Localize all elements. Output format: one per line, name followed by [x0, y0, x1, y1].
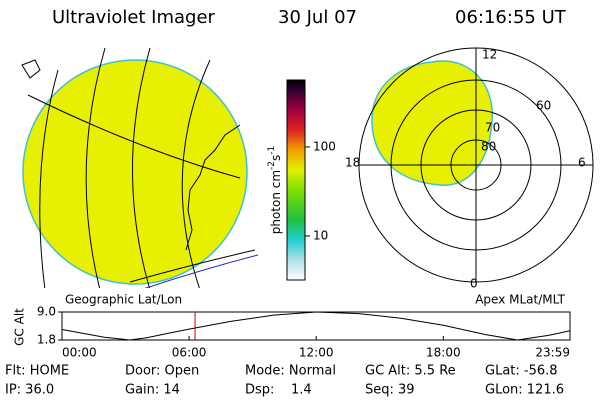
x-tick-label: 06:00	[172, 346, 207, 360]
time: 06:16:55 UT	[455, 7, 567, 28]
status-field: Mode: Normal	[245, 364, 336, 379]
status-field: GLat: -56.8	[485, 364, 558, 379]
left-title: Geographic Lat/Lon	[65, 293, 182, 307]
colorbar	[286, 79, 306, 281]
y-tick-label: 9.0	[37, 305, 56, 319]
mlat-label: 70	[485, 121, 500, 135]
x-tick-label: 23:59	[535, 346, 570, 360]
y-tick-label: 1.8	[37, 333, 56, 347]
status-field: GLon: 121.6	[485, 383, 564, 398]
status-field: IP: 36.0	[5, 383, 54, 398]
colorbar-label: photon cm-2s-1	[267, 146, 283, 235]
status-field: Flt: HOME	[5, 364, 69, 379]
mlt-label: 6	[578, 156, 586, 170]
mlt-label: 18	[345, 156, 360, 170]
status-field: Door: Open	[125, 364, 199, 379]
mlat-label: 60	[536, 99, 551, 113]
mlt-label: 0	[470, 277, 478, 291]
altitude-line	[61, 311, 571, 341]
status-field: Gain: 14	[125, 383, 180, 398]
geo-map	[21, 48, 258, 288]
y-axis-label: GC Alt	[13, 308, 27, 346]
title: Ultraviolet Imager	[52, 7, 216, 28]
mlat-label: 80	[481, 140, 496, 154]
right-title: Apex MLat/MLT	[475, 293, 565, 307]
date: 30 Jul 07	[278, 7, 357, 28]
x-tick-label: 18:00	[426, 346, 461, 360]
x-tick-label: 00:00	[62, 346, 97, 360]
status-field: Seq: 39	[365, 383, 415, 398]
status-field: GC Alt: 5.5 Re	[365, 364, 456, 379]
status-field: Dsp: 1.4	[245, 383, 312, 398]
polar-plot	[358, 47, 594, 283]
x-tick-label: 12:00	[299, 346, 334, 360]
colorbar-tick-label: 100	[313, 139, 336, 153]
mlt-label: 12	[482, 48, 497, 62]
colorbar-tick-label: 10	[313, 228, 328, 242]
